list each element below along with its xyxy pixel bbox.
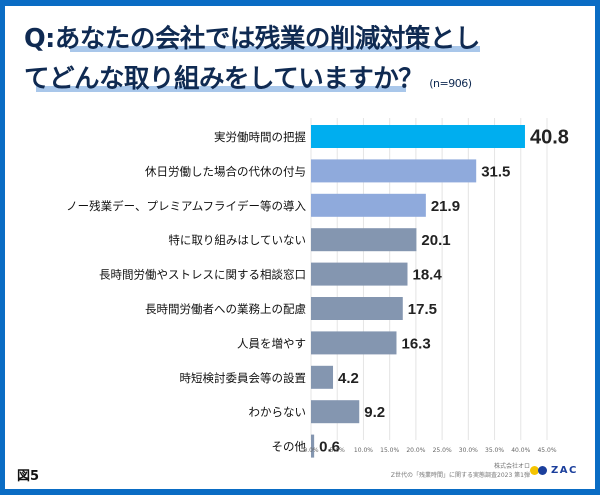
value-label: 18.4 xyxy=(412,267,442,284)
value-label: 17.5 xyxy=(408,301,437,318)
title-line-2: てどんな取り組みをしていますか？ (n=906) xyxy=(24,58,472,95)
x-tick-label: 5.0% xyxy=(330,447,346,454)
category-label: その他 xyxy=(272,440,307,454)
category-label: ノー残業デー、プレミアムフライデー等の導入 xyxy=(66,199,306,213)
credit: 株式会社オロ Z世代の「残業時間」に関する実態調査2023 第1弾 xyxy=(391,462,530,480)
logo-text: ZAC xyxy=(551,465,578,476)
category-label: わからない xyxy=(249,405,307,419)
value-label: 0.6 xyxy=(319,439,340,456)
category-labels: 実労働時間の把握休日労働した場合の代休の付与ノー残業デー、プレミアムフライデー等… xyxy=(66,130,306,454)
title-underline xyxy=(70,46,480,52)
title-line-1: Q:あなたの会社では残業の削減対策とし xyxy=(24,18,480,55)
x-tick-label: 25.0% xyxy=(433,447,452,454)
bar xyxy=(311,400,360,424)
x-tick-label: 45.0% xyxy=(537,447,556,454)
title-text-2: てどんな取り組みをしていますか？ xyxy=(24,64,424,94)
category-label: 休日労働した場合の代休の付与 xyxy=(145,164,306,178)
x-tick-label: 15.0% xyxy=(380,447,399,454)
x-tick-label: 0.0% xyxy=(303,447,319,454)
company-name: 株式会社オロ xyxy=(493,463,530,470)
category-label: 特に取り組みはしていない xyxy=(168,233,306,247)
figure-label: 図5 xyxy=(17,469,40,484)
value-labels: 40.8 31.5 21.9 20.1 18.4 17.5 16.3 4.2 9.2 0.6 xyxy=(319,127,569,456)
value-label: 40.8 xyxy=(530,127,569,149)
title-underline xyxy=(36,86,406,92)
x-tick-label: 30.0% xyxy=(459,447,478,454)
x-tick-labels: 0.0% 5.0% 10.0% 15.0% 20.0% 25.0% 30.0% 35.0% 40… xyxy=(303,447,556,454)
bar xyxy=(311,434,315,458)
value-label: 16.3 xyxy=(401,335,430,352)
bar xyxy=(311,365,334,389)
logo-blue-dot-icon xyxy=(538,466,547,475)
bar xyxy=(311,228,417,252)
category-label: 人員を増やす xyxy=(237,336,306,350)
bar xyxy=(311,193,426,217)
title-text-1: Q:あなたの会社では残業の削減対策とし xyxy=(24,24,480,54)
value-label: 31.5 xyxy=(481,163,510,180)
category-label: 長時間労働者への業務上の配慮 xyxy=(145,302,306,316)
category-label: 時短検討委員会等の設置 xyxy=(180,371,307,385)
category-label: 長時間労働やストレスに関する相談窓口 xyxy=(99,268,306,282)
category-label: 実労働時間の把握 xyxy=(214,130,306,144)
x-tick-label: 35.0% xyxy=(485,447,504,454)
value-label: 20.1 xyxy=(421,232,450,249)
bar xyxy=(311,159,477,183)
value-label: 21.9 xyxy=(431,198,460,215)
bar xyxy=(311,262,408,286)
zac-logo: ZAC xyxy=(530,465,578,476)
value-label: 9.2 xyxy=(364,404,385,421)
x-tick-label: 40.0% xyxy=(511,447,530,454)
x-tick-label: 20.0% xyxy=(406,447,425,454)
sample-size-label: (n=906) xyxy=(429,77,472,90)
value-label: 4.2 xyxy=(338,370,359,387)
bar xyxy=(311,297,403,320)
logo-yellow-dot-icon xyxy=(530,466,539,475)
bars xyxy=(311,125,525,458)
survey-name: Z世代の「残業時間」に関する実態調査2023 第1弾 xyxy=(390,472,530,479)
x-tick-label: 10.0% xyxy=(354,447,373,454)
bar xyxy=(311,331,397,355)
bar xyxy=(311,125,525,148)
